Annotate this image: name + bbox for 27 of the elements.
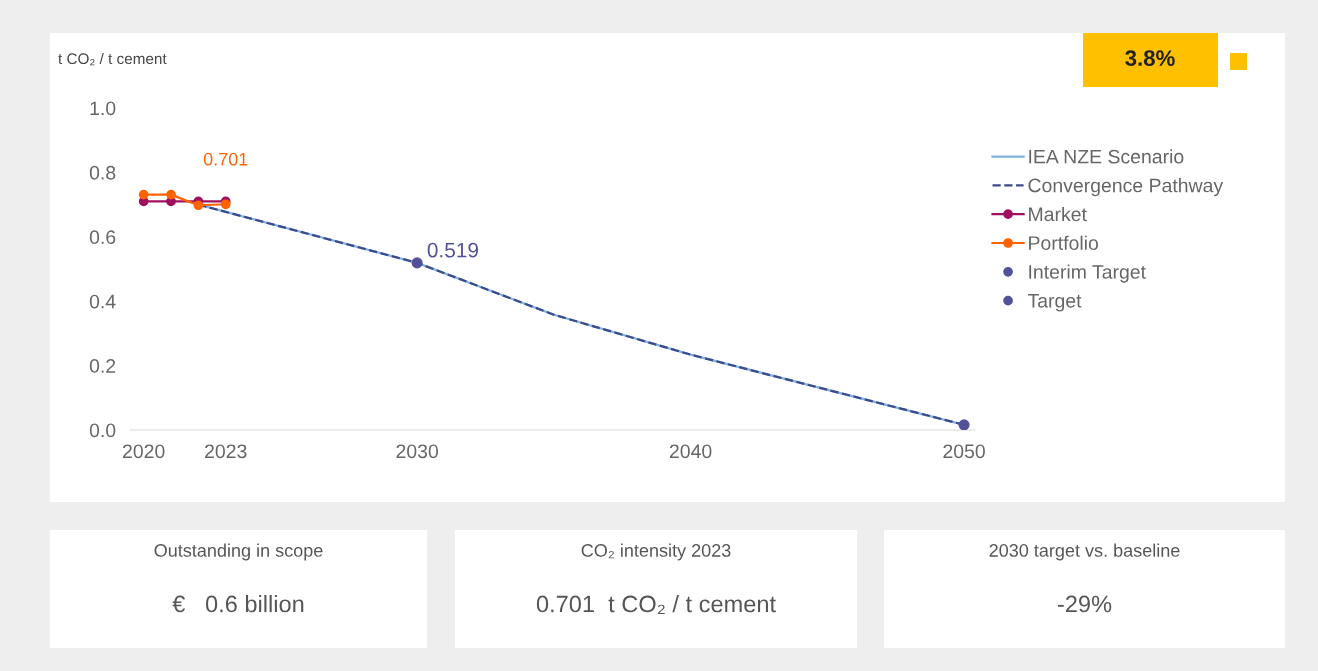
y-tick-label: 0.0	[89, 423, 116, 438]
x-tick-label: 2023	[205, 444, 247, 459]
y-tick-label: 0.2	[89, 359, 116, 373]
legend-label: Market	[1029, 206, 1087, 222]
x-tick-label: 2040	[669, 444, 712, 459]
text: CO₂ intensity 2023	[581, 543, 731, 561]
x-tick-label: 2030	[396, 444, 439, 459]
text: Outstanding in scope	[154, 543, 323, 561]
text: -29%	[1057, 595, 1112, 613]
y-tick-label: 0.8	[89, 165, 116, 180]
y-tick-label: 0.4	[89, 294, 116, 309]
data-label: 0.701	[203, 152, 248, 166]
text: 0.701 t CO₂ / t cement	[536, 594, 776, 615]
legend-label: Convergence Pathway	[1028, 178, 1224, 197]
legend-label: Target	[1027, 294, 1082, 312]
x-tick-label: 2050	[943, 444, 985, 459]
legend-label: IEA NZE Scenario	[1029, 149, 1184, 164]
text: € 0.6 billion	[172, 594, 304, 613]
y-tick-label: 1.0	[90, 101, 116, 116]
text: 2030 target vs. baseline	[989, 543, 1180, 561]
text: 3.8%	[1125, 50, 1175, 66]
y-axis-title: t CO₂ / t cement	[58, 52, 167, 66]
legend-label: Portfolio	[1029, 235, 1099, 250]
y-tick-label: 0.6	[89, 230, 116, 245]
legend-label: Interim Target	[1029, 264, 1146, 283]
data-label: 0.519	[427, 242, 478, 258]
x-tick-label: 2020	[123, 444, 165, 459]
